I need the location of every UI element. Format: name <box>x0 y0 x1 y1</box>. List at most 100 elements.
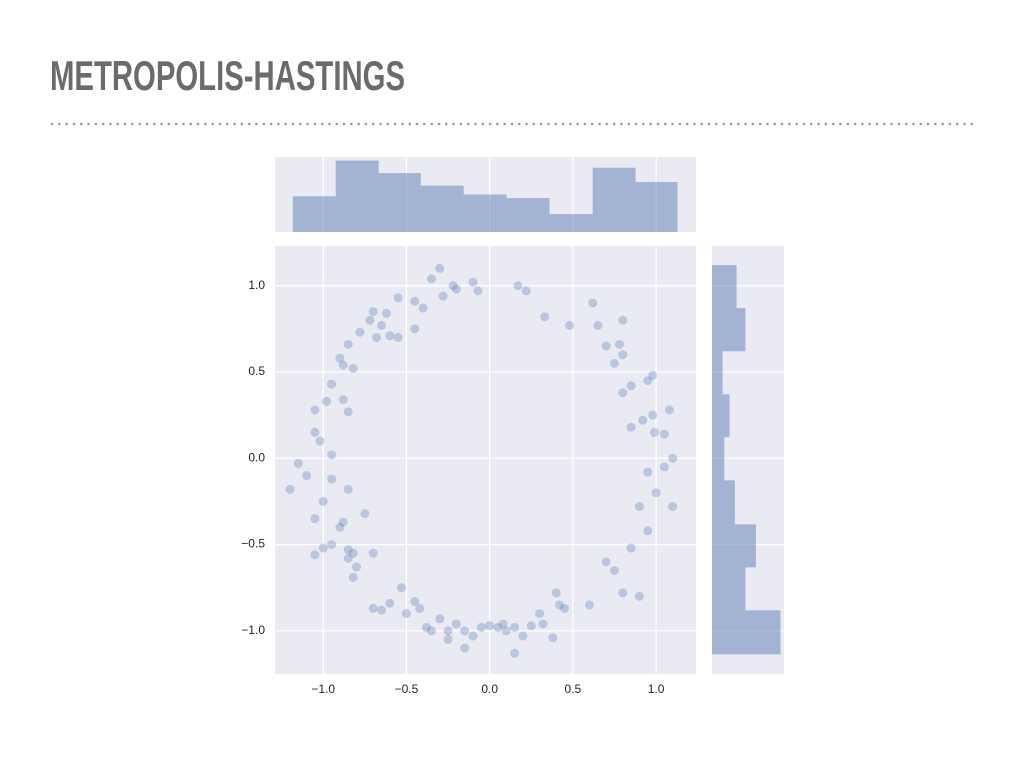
scatter-point <box>614 339 624 349</box>
scatter-point <box>322 396 332 406</box>
scatter-point <box>318 496 328 506</box>
scatter-point <box>348 364 358 374</box>
scatter-point <box>626 381 636 391</box>
scatter-point <box>513 281 523 291</box>
scatter-point <box>643 376 653 386</box>
scatter-point <box>521 286 531 296</box>
scatter-point <box>385 598 395 608</box>
scatter-point <box>540 312 550 322</box>
scatter-point <box>338 517 348 527</box>
scatter-point <box>618 588 628 598</box>
scatter-point <box>343 407 353 417</box>
scatter-point <box>343 545 353 555</box>
scatter-point <box>626 543 636 553</box>
scatter-point <box>668 453 678 463</box>
scatter-point <box>643 526 653 536</box>
scatter-point <box>381 308 391 318</box>
scatter-point <box>634 502 644 512</box>
scatter-point <box>460 643 470 653</box>
y-tick-label: 0.5 <box>248 364 265 378</box>
histogram-bar <box>378 173 421 232</box>
scatter-point <box>626 422 636 432</box>
scatter-point <box>318 543 328 553</box>
histogram-bar <box>549 214 593 232</box>
histogram-bar <box>420 185 464 232</box>
scatter-point <box>638 415 648 425</box>
scatter-point <box>338 395 348 405</box>
scatter-point <box>426 274 436 284</box>
scatter-point <box>310 550 320 560</box>
x-tick-label: −0.5 <box>395 682 419 696</box>
scatter-point <box>310 405 320 415</box>
scatter-point <box>618 350 628 360</box>
scatter-point <box>601 557 611 567</box>
histogram-bar <box>335 160 379 232</box>
scatter-point <box>634 591 644 601</box>
scatter-point <box>485 621 495 631</box>
scatter-point <box>501 626 511 636</box>
scatter-point <box>393 293 403 303</box>
scatter-point <box>538 619 548 629</box>
scatter-point <box>372 332 382 342</box>
scatter-point <box>555 600 565 610</box>
scatter-point <box>649 427 659 437</box>
scatter-point <box>360 509 370 518</box>
scatter-point <box>659 462 669 472</box>
scatter-point <box>368 307 378 317</box>
histogram-bar <box>635 182 678 232</box>
scatter-point <box>460 626 470 636</box>
scatter-point <box>348 548 358 558</box>
scatter-point <box>368 548 378 558</box>
x-tick-label: 1.0 <box>648 682 665 696</box>
scatter-point <box>338 360 348 370</box>
histogram-bar <box>712 394 730 438</box>
scatter-point <box>327 379 337 389</box>
y-tick-label: −0.5 <box>241 537 265 551</box>
scatter-point <box>443 634 453 644</box>
scatter-point <box>426 626 436 636</box>
histogram-bar <box>292 196 336 232</box>
scatter-point <box>343 339 353 349</box>
scatter-point <box>473 286 483 296</box>
scatter-point <box>327 450 337 460</box>
scatter-point <box>376 605 386 615</box>
scatter-point <box>335 353 345 363</box>
scatter-point <box>551 588 561 598</box>
scatter-point <box>601 341 611 351</box>
scatter-point <box>609 565 619 575</box>
scatter-point <box>468 631 478 641</box>
scatter-point <box>510 648 520 658</box>
x-tick-label: 0.0 <box>481 682 498 696</box>
scatter-point <box>476 622 486 632</box>
scatter-point <box>352 562 362 572</box>
scatter-point <box>526 621 536 631</box>
scatter-point <box>393 332 403 342</box>
scatter-point <box>535 609 545 619</box>
scatter-point <box>585 600 595 610</box>
histogram-bar <box>712 265 737 309</box>
scatter-point <box>451 619 461 629</box>
scatter-point <box>618 315 628 325</box>
y-tick-label: 1.0 <box>248 278 265 292</box>
scatter-point <box>498 619 508 629</box>
scatter-point <box>588 298 598 308</box>
scatter-point <box>365 315 375 325</box>
plot-area <box>712 246 784 674</box>
scatter-point <box>401 609 411 619</box>
scatter-point <box>548 633 558 643</box>
scatter-point <box>435 263 445 273</box>
scatter-point <box>302 471 312 481</box>
scatter-point <box>385 331 395 341</box>
histogram-bar <box>712 567 746 611</box>
scatter-point <box>348 572 358 582</box>
x-tick-label: 0.5 <box>565 682 582 696</box>
scatter-point <box>396 583 406 593</box>
scatter-point <box>560 603 570 613</box>
histogram-bar <box>712 351 723 395</box>
scatter-point <box>293 458 303 468</box>
scatter-point <box>651 488 661 498</box>
scatter-point <box>451 284 461 294</box>
scatter-point <box>310 514 320 524</box>
scatter-point <box>410 324 420 334</box>
